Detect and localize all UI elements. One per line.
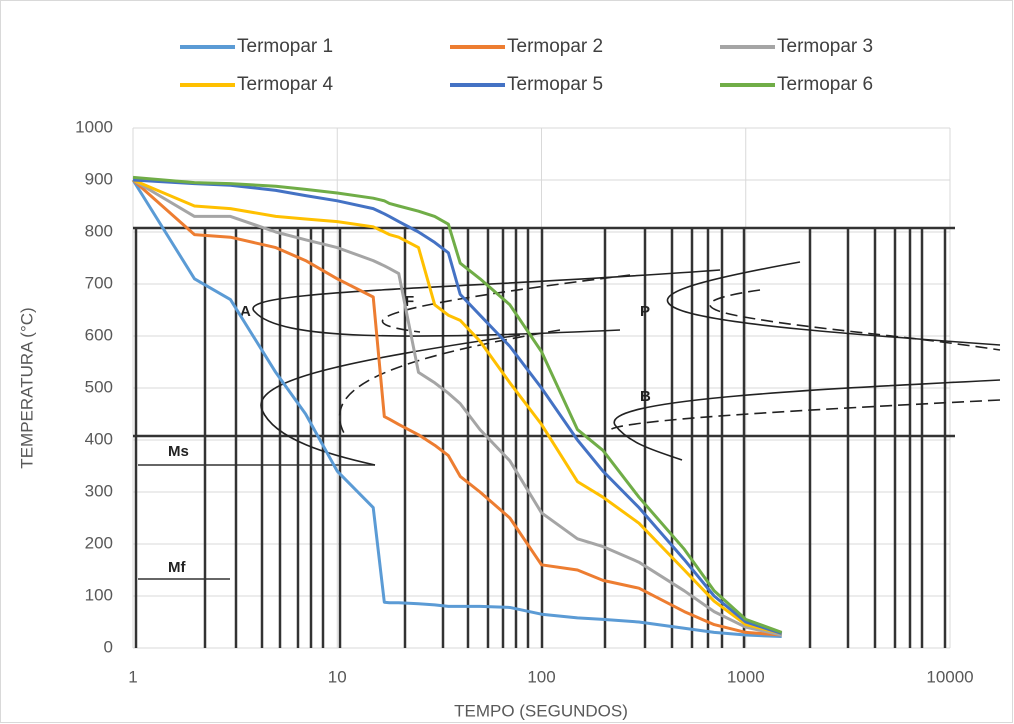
y-tick-label: 600 bbox=[85, 325, 113, 344]
y-tick-label: 800 bbox=[85, 221, 113, 240]
y-axis-label: TEMPERATURA (°C) bbox=[17, 307, 36, 468]
y-tick-label: 400 bbox=[85, 429, 113, 448]
x-axis-label: TEMPO (SEGUNDOS) bbox=[454, 701, 628, 720]
y-tick-label: 100 bbox=[85, 585, 113, 604]
y-tick-label: 200 bbox=[85, 533, 113, 552]
legend-label: Termopar 4 bbox=[237, 74, 334, 95]
x-tick-label: 10 bbox=[328, 667, 347, 686]
legend: Termopar 1 Termopar 2 Termopar 3 Termopar 4… bbox=[180, 36, 873, 95]
series-line bbox=[132, 178, 783, 637]
x-tick-label: 10000 bbox=[926, 667, 973, 686]
annotation: P bbox=[640, 303, 650, 320]
annotation: Ms bbox=[168, 443, 189, 460]
y-tick-label: 500 bbox=[85, 377, 113, 396]
y-tick-label: 1000 bbox=[75, 117, 113, 136]
y-tick-label: 700 bbox=[85, 273, 113, 292]
legend-label: Termopar 1 bbox=[237, 36, 333, 57]
series-line bbox=[131, 179, 782, 639]
x-tick-label: 1000 bbox=[727, 667, 765, 686]
annotation: A bbox=[240, 303, 251, 320]
series-line bbox=[132, 175, 783, 634]
y-tick-label: 0 bbox=[104, 637, 113, 656]
ttt-curves bbox=[252, 261, 1001, 466]
series-line bbox=[132, 178, 783, 635]
y-tick-label: 300 bbox=[85, 481, 113, 500]
x-tick-label: 1 bbox=[128, 667, 137, 686]
legend-label: Termopar 5 bbox=[507, 74, 603, 95]
legend-label: Termopar 2 bbox=[507, 36, 603, 57]
annotation: Mf bbox=[168, 559, 186, 576]
legend-label: Termopar 6 bbox=[777, 74, 873, 95]
y-tick-label: 900 bbox=[85, 169, 113, 188]
series-line bbox=[132, 178, 782, 637]
x-tick-label: 100 bbox=[527, 667, 555, 686]
series-line bbox=[132, 178, 783, 635]
legend-label: Termopar 3 bbox=[777, 36, 873, 57]
annotation: F bbox=[405, 293, 414, 310]
annotation: B bbox=[640, 388, 651, 405]
